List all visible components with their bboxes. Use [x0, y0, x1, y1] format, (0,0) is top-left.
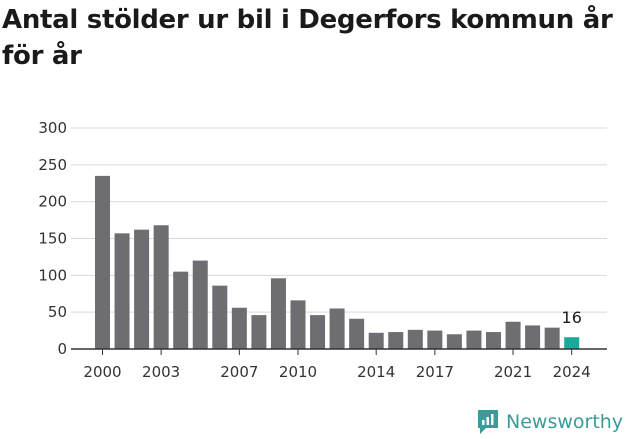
- bar-2008: [251, 315, 267, 349]
- y-tick-label: 0: [57, 340, 67, 358]
- bar-2003: [153, 225, 169, 349]
- bar-2019: [466, 330, 482, 349]
- bar-2021: [505, 321, 521, 349]
- bar-2004: [173, 271, 189, 349]
- bar-2011: [310, 315, 326, 349]
- x-axis-ticks: 2000 2003 2007 2010 2014 2017 2021 2024: [83, 349, 591, 381]
- x-tick-label: 2010: [279, 363, 317, 381]
- y-tick-label: 150: [38, 230, 67, 248]
- x-tick-label: 2017: [416, 363, 454, 381]
- y-tick-label: 200: [38, 193, 67, 211]
- bar-2016: [407, 329, 423, 349]
- bar-2015: [388, 332, 404, 349]
- bar-2001: [114, 233, 130, 349]
- y-tick-label: 100: [38, 266, 67, 284]
- bar-2013: [349, 318, 365, 349]
- x-tick-label: 2014: [357, 363, 395, 381]
- bar-2007: [231, 307, 247, 349]
- x-tick-label: 2021: [494, 363, 532, 381]
- bar-2020: [486, 332, 501, 349]
- newsworthy-logo: Newsworthy: [476, 408, 623, 436]
- y-tick-label: 300: [38, 119, 67, 137]
- y-tick-label: 250: [38, 156, 67, 174]
- y-tick-label: 50: [48, 303, 67, 321]
- data-labels: 16: [562, 308, 582, 327]
- y-axis-ticks: 0 50 100 150 200 250 300: [38, 119, 67, 358]
- x-tick-label: 2003: [142, 363, 180, 381]
- x-tick-label: 2024: [553, 363, 591, 381]
- bar-2000: [95, 175, 110, 349]
- bar-2005: [192, 260, 208, 349]
- bar-2009: [270, 278, 286, 349]
- bar-2017: [427, 330, 443, 349]
- brand-name: Newsworthy: [506, 411, 624, 433]
- bar-2006: [212, 285, 228, 349]
- bar-2002: [134, 229, 150, 349]
- gridlines: [71, 127, 607, 313]
- bars: [95, 175, 580, 349]
- bar-2010: [290, 300, 306, 349]
- x-tick-label: 2007: [220, 363, 258, 381]
- bar-2018: [446, 334, 462, 349]
- newsworthy-logo-icon: [478, 410, 498, 434]
- bar-2012: [329, 308, 345, 349]
- bar-2014: [368, 332, 384, 349]
- bar-2022: [525, 325, 541, 349]
- data-label-2024: 16: [562, 308, 582, 327]
- x-tick-label: 2000: [83, 363, 121, 381]
- chart-title: Antal stölder ur bil i Degerfors kommun …: [2, 5, 613, 71]
- bar-2023: [544, 327, 560, 349]
- bar-2024: [564, 337, 580, 349]
